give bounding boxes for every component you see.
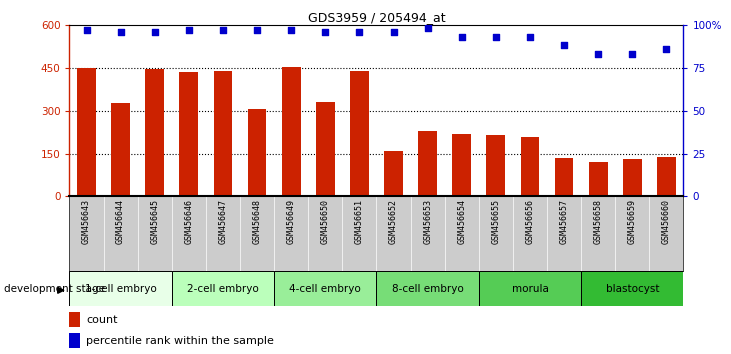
Point <box>387 29 399 34</box>
Text: GSM456647: GSM456647 <box>219 199 227 244</box>
Bar <box>418 131 437 196</box>
Point <box>319 29 331 34</box>
Bar <box>69 312 80 327</box>
Bar <box>111 103 130 196</box>
Text: GSM456659: GSM456659 <box>628 199 637 244</box>
Bar <box>581 271 683 306</box>
Bar <box>274 271 376 306</box>
Point <box>661 46 673 52</box>
Point <box>422 25 433 31</box>
Text: percentile rank within the sample: percentile rank within the sample <box>86 336 274 346</box>
Point <box>149 29 161 34</box>
Bar <box>452 134 471 196</box>
Bar <box>623 159 642 196</box>
Text: GSM456651: GSM456651 <box>355 199 364 244</box>
Bar <box>486 135 505 196</box>
Point <box>354 29 366 34</box>
Point <box>558 42 570 48</box>
Bar <box>520 137 539 196</box>
Text: GSM456657: GSM456657 <box>560 199 569 244</box>
Bar <box>657 157 675 196</box>
Text: GSM456660: GSM456660 <box>662 199 671 244</box>
Text: blastocyst: blastocyst <box>605 284 659 293</box>
Point <box>626 51 638 57</box>
Text: 4-cell embryo: 4-cell embryo <box>289 284 361 293</box>
Point <box>592 51 604 57</box>
Bar <box>145 69 164 196</box>
Point <box>183 27 194 33</box>
Bar <box>385 151 403 196</box>
Text: GSM456643: GSM456643 <box>82 199 91 244</box>
Text: GSM456650: GSM456650 <box>321 199 330 244</box>
Text: 1-cell embryo: 1-cell embryo <box>85 284 156 293</box>
Point <box>524 34 536 40</box>
Text: GSM456655: GSM456655 <box>491 199 500 244</box>
Bar <box>350 70 368 196</box>
Text: count: count <box>86 315 118 325</box>
Bar <box>248 109 266 196</box>
Text: GSM456652: GSM456652 <box>389 199 398 244</box>
Text: GSM456645: GSM456645 <box>151 199 159 244</box>
Bar <box>316 102 335 196</box>
Bar <box>77 68 96 196</box>
Bar <box>69 271 172 306</box>
Bar <box>213 71 232 196</box>
Bar <box>588 162 607 196</box>
Text: GSM456656: GSM456656 <box>526 199 534 244</box>
Text: GSM456646: GSM456646 <box>184 199 193 244</box>
Point <box>285 27 297 33</box>
Bar <box>69 333 80 348</box>
Bar <box>555 158 573 196</box>
Point <box>490 34 501 40</box>
Text: GSM456658: GSM456658 <box>594 199 602 244</box>
Text: GSM456649: GSM456649 <box>287 199 295 244</box>
Point <box>217 27 229 33</box>
Point <box>80 27 92 33</box>
Text: GSM456648: GSM456648 <box>253 199 262 244</box>
Bar <box>479 271 581 306</box>
Text: GSM456654: GSM456654 <box>458 199 466 244</box>
Point <box>251 27 263 33</box>
Point <box>456 34 468 40</box>
Text: GSM456644: GSM456644 <box>116 199 125 244</box>
Title: GDS3959 / 205494_at: GDS3959 / 205494_at <box>308 11 445 24</box>
Text: development stage: development stage <box>4 284 105 293</box>
Bar <box>376 271 479 306</box>
Bar <box>172 271 274 306</box>
Bar <box>281 67 300 196</box>
Text: morula: morula <box>512 284 548 293</box>
Point <box>115 29 126 34</box>
Text: 2-cell embryo: 2-cell embryo <box>187 284 259 293</box>
Text: 8-cell embryo: 8-cell embryo <box>392 284 463 293</box>
Text: GSM456653: GSM456653 <box>423 199 432 244</box>
Bar <box>180 72 198 196</box>
